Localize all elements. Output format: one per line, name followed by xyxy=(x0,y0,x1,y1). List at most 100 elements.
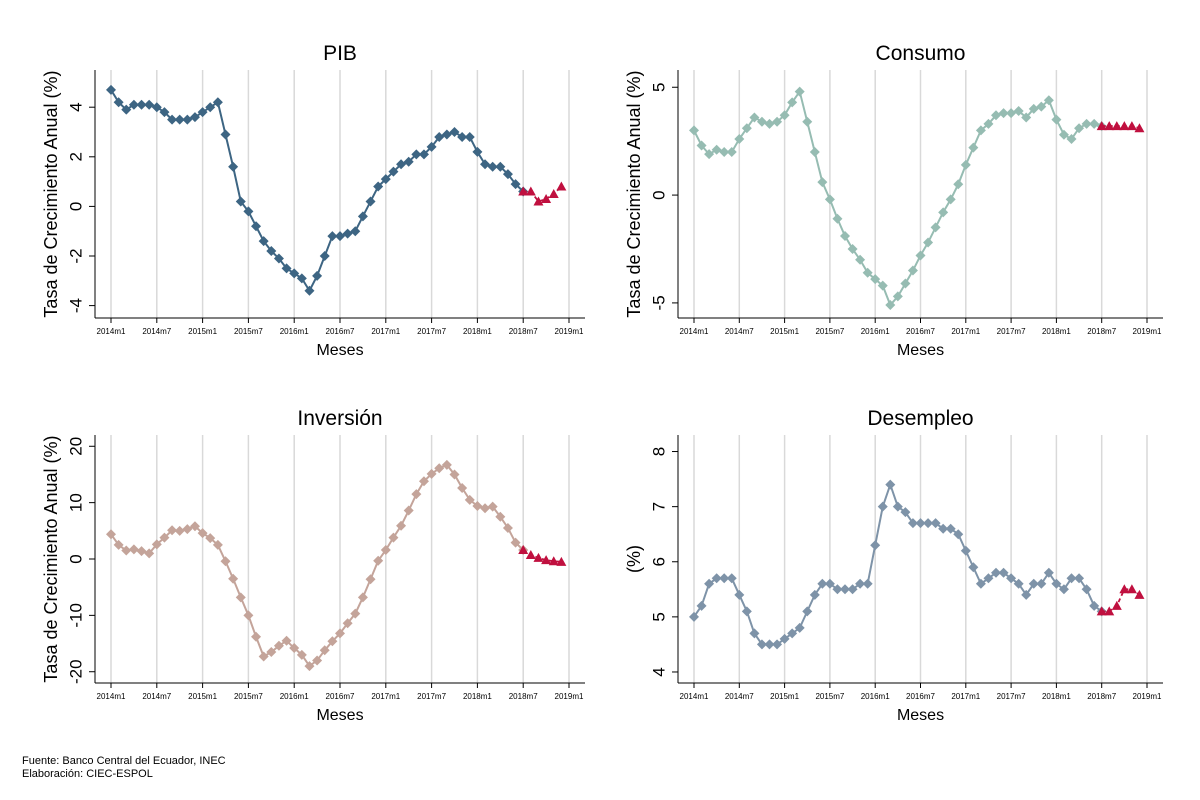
actual-point xyxy=(411,489,422,500)
actual-point xyxy=(1013,578,1024,589)
actual-point xyxy=(380,544,391,555)
chart-panel-1: 2014m1 2014m7 2015m1 2015m7 2016m1 2016m7 2017… xyxy=(624,42,1163,359)
actual-point xyxy=(787,628,798,639)
actual-point xyxy=(312,655,323,666)
chart-title: Desempleo xyxy=(867,407,973,430)
forecast-point xyxy=(541,193,552,203)
actual-point xyxy=(817,177,828,188)
x-tick-label: 2018m7 xyxy=(509,692,538,701)
actual-point xyxy=(900,278,911,289)
x-tick-label: 2014m7 xyxy=(725,327,754,336)
actual-point xyxy=(983,573,994,584)
x-tick-label: 2017m1 xyxy=(951,692,980,701)
x-tick-label: 2015m7 xyxy=(234,692,263,701)
actual-point xyxy=(266,246,277,257)
actual-point xyxy=(900,507,911,518)
actual-point xyxy=(281,263,292,274)
forecast-point xyxy=(525,186,536,196)
forecast-point xyxy=(1134,123,1145,133)
actual-point xyxy=(1036,578,1047,589)
actual-point xyxy=(189,521,200,532)
actual-point xyxy=(106,529,116,540)
actual-point xyxy=(862,578,873,589)
actual-point xyxy=(258,651,269,662)
forecast-point xyxy=(541,555,552,565)
y-tick-label: -4 xyxy=(66,298,85,313)
actual-point xyxy=(327,231,338,242)
actual-point xyxy=(855,254,866,265)
actual-point xyxy=(373,555,384,566)
actual-point xyxy=(159,532,170,543)
x-tick-label: 2018m7 xyxy=(1087,327,1116,336)
actual-point xyxy=(335,628,345,639)
actual-point xyxy=(923,237,934,248)
y-axis-label: Tasa de Crecimiento Anual (%) xyxy=(41,435,61,682)
y-tick-label: 8 xyxy=(649,447,668,456)
x-tick-label: 2015m1 xyxy=(188,692,217,701)
actual-point xyxy=(945,523,956,534)
actual-point xyxy=(749,628,760,639)
actual-point xyxy=(495,511,506,522)
actual-point xyxy=(167,114,178,125)
forecast-point xyxy=(1134,589,1145,599)
x-tick-label: 2018m1 xyxy=(463,327,492,336)
actual-point xyxy=(480,503,491,514)
actual-point xyxy=(749,112,760,123)
actual-point xyxy=(1043,567,1054,578)
actual-point xyxy=(1081,584,1092,595)
x-tick-label: 2019m1 xyxy=(555,327,584,336)
y-tick-label: 5 xyxy=(649,83,668,92)
actual-point xyxy=(998,108,1009,119)
x-tick-label: 2019m1 xyxy=(1133,692,1162,701)
actual-point xyxy=(711,144,722,155)
actual-point xyxy=(457,131,468,142)
y-tick-label: 4 xyxy=(66,102,85,111)
actual-point xyxy=(802,606,813,617)
actual-point xyxy=(350,608,361,619)
actual-point xyxy=(228,161,239,172)
x-tick-label: 2017m7 xyxy=(997,692,1026,701)
x-tick-label: 2014m1 xyxy=(97,692,126,701)
actual-point xyxy=(304,661,315,672)
x-axis-label: Meses xyxy=(316,707,363,724)
actual-point xyxy=(817,578,828,589)
chart-title: Inversión xyxy=(297,407,382,430)
actual-point xyxy=(1013,105,1024,116)
actual-point xyxy=(832,584,843,595)
actual-point xyxy=(1006,108,1017,119)
actual-point xyxy=(327,636,338,647)
actual-point xyxy=(449,469,460,480)
actual-point xyxy=(243,206,254,217)
x-tick-label: 2016m7 xyxy=(326,692,355,701)
actual-point xyxy=(220,556,231,567)
forecast-line xyxy=(523,185,562,203)
actual-point xyxy=(403,156,414,167)
actual-point xyxy=(457,482,468,493)
x-tick-label: 2016m1 xyxy=(861,327,890,336)
y-tick-label: 20 xyxy=(66,437,85,456)
actual-point xyxy=(426,468,437,479)
x-tick-label: 2016m1 xyxy=(280,692,309,701)
actual-point xyxy=(174,525,185,536)
chart-title: PIB xyxy=(323,42,357,65)
actual-point xyxy=(1006,573,1017,584)
actual-point xyxy=(1051,114,1062,125)
actual-point xyxy=(1028,103,1039,114)
actual-point xyxy=(756,639,767,650)
actual-point xyxy=(258,236,269,247)
actual-point xyxy=(281,635,292,646)
actual-point xyxy=(205,102,216,113)
actual-point xyxy=(449,127,460,137)
x-tick-label: 2015m7 xyxy=(815,327,844,336)
actual-point xyxy=(1058,584,1069,595)
actual-point xyxy=(266,647,277,657)
x-tick-label: 2016m1 xyxy=(280,327,309,336)
actual-point xyxy=(892,291,903,302)
y-tick-label: -10 xyxy=(66,603,85,628)
actual-point xyxy=(1089,118,1100,129)
y-axis-label: Tasa de Crecimiento Anual (%) xyxy=(624,70,644,317)
actual-point xyxy=(319,645,330,656)
forecast-point xyxy=(1126,121,1137,131)
x-tick-label: 2017m1 xyxy=(371,692,400,701)
